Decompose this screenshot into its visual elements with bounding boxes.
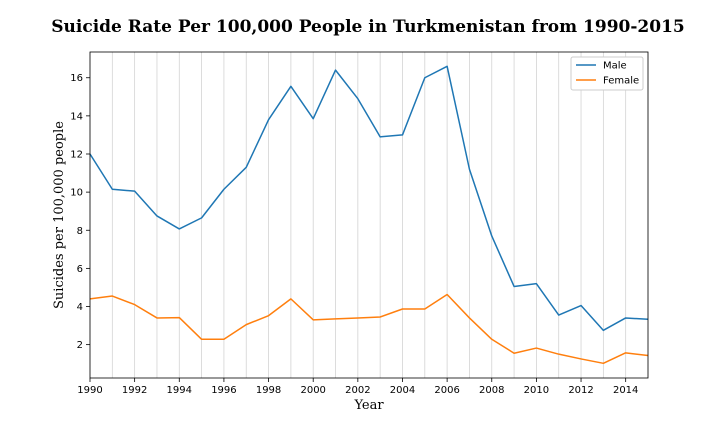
- y-axis-label: Suicides per 100,000 people: [52, 121, 67, 309]
- legend: Male Female: [570, 56, 644, 91]
- chart-title: Suicide Rate Per 100,000 People in Turkm…: [51, 17, 685, 37]
- x-tick-label: 1996: [211, 385, 236, 396]
- legend-label-female: Female: [603, 76, 639, 87]
- x-tick-label: 1992: [122, 385, 147, 396]
- y-axis-ticks: 2 4 6 8 10 12 14 16: [70, 73, 90, 351]
- y-tick-label: 14: [70, 111, 83, 122]
- y-tick-label: 16: [70, 73, 83, 84]
- x-tick-label: 2008: [479, 385, 504, 396]
- x-tick-label: 2000: [300, 385, 325, 396]
- x-tick-label: 2012: [568, 385, 593, 396]
- x-tick-label: 1994: [167, 385, 192, 396]
- x-tick-label: 2004: [390, 385, 415, 396]
- x-tick-label: 1998: [256, 385, 281, 396]
- y-tick-label: 4: [77, 302, 83, 313]
- x-tick-label: 2002: [345, 385, 370, 396]
- y-tick-label: 6: [77, 264, 83, 275]
- x-tick-label: 2014: [613, 385, 638, 396]
- x-tick-label: 2006: [434, 385, 459, 396]
- series-line-male: [89, 65, 649, 332]
- grid: [89, 52, 649, 378]
- x-tick-label: 2010: [524, 385, 549, 396]
- y-tick-label: 2: [77, 340, 83, 351]
- series-lines: [89, 65, 649, 365]
- legend-label-male: Male: [603, 61, 627, 72]
- plot-area-frame: [89, 51, 649, 379]
- y-tick-label: 8: [77, 226, 83, 237]
- y-tick-label: 10: [70, 188, 83, 199]
- x-axis-label: Year: [353, 398, 384, 413]
- x-axis-ticks: 1990 1992 1994 1996 1998 2000 2002 2004 2006 2008…: [77, 378, 638, 396]
- series-line-female: [89, 293, 649, 365]
- x-tick-label: 1990: [77, 385, 102, 396]
- y-tick-label: 12: [70, 149, 83, 160]
